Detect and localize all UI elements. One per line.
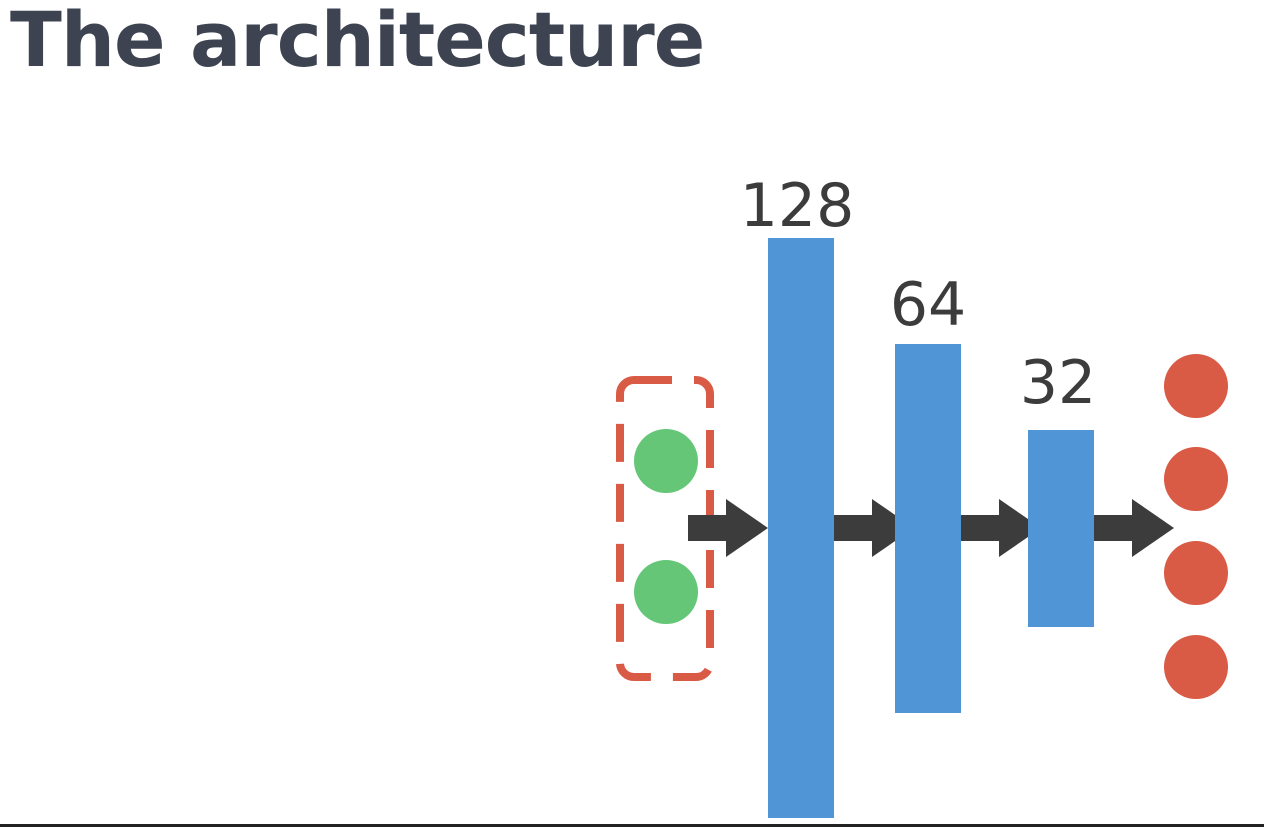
arrow-input-to-layer1	[688, 499, 768, 557]
output-node	[1164, 541, 1228, 605]
output-node	[1164, 635, 1228, 699]
layer-bar-64	[895, 344, 961, 713]
output-node	[1164, 447, 1228, 511]
slide-title: The architecture	[10, 0, 705, 84]
layer-label-32: 32	[1020, 348, 1096, 418]
arrow-layer3-to-output	[1094, 499, 1174, 557]
input-node	[634, 560, 698, 624]
layer-bar-128	[768, 238, 834, 818]
arrow-layer1-to-layer2	[834, 499, 914, 557]
bottom-divider	[0, 824, 1264, 827]
layer-bar-32	[1028, 430, 1094, 627]
layer-label-128: 128	[740, 171, 855, 241]
input-node	[634, 429, 698, 493]
arrow-layer2-to-layer3	[961, 499, 1041, 557]
input-group-box	[616, 376, 714, 681]
layer-label-64: 64	[890, 270, 966, 340]
output-node	[1164, 354, 1228, 418]
